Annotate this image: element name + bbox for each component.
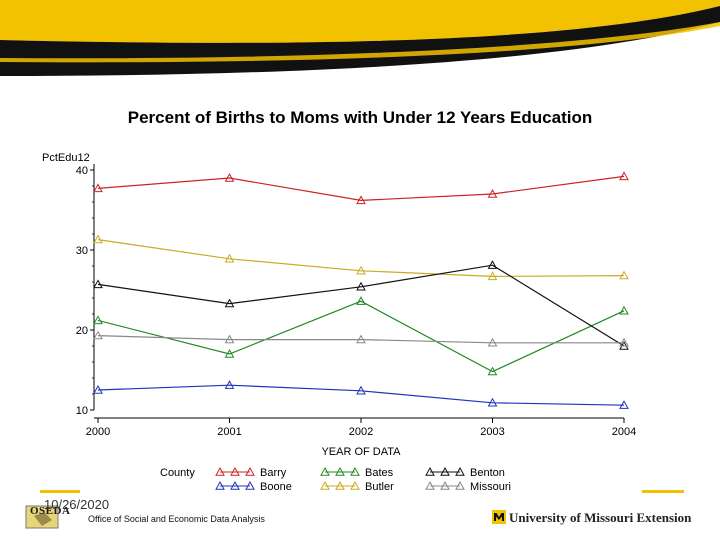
university-name: University of Missouri Extension <box>509 510 692 525</box>
legend-item-butler: Butler <box>320 480 394 493</box>
data-point-missouri <box>93 330 103 340</box>
data-point-bates <box>93 315 103 325</box>
legend-label-barry: Barry <box>260 467 287 479</box>
header-banner <box>0 0 720 76</box>
oseda-logo <box>25 505 59 529</box>
footer-gold-bar-left <box>40 490 80 493</box>
data-point-boone <box>487 397 498 407</box>
series-line-bates <box>97 300 625 373</box>
x-tick-label: 2003 <box>480 426 504 438</box>
banner-gold-stripe <box>0 22 720 63</box>
data-point-bates <box>487 366 498 376</box>
legend-marker <box>245 480 255 490</box>
data-point-boone <box>224 380 235 389</box>
legend-marker <box>350 480 360 490</box>
legend-label-benton: Benton <box>470 467 505 479</box>
chart-series <box>93 171 629 409</box>
y-tick-label: 40 <box>76 165 88 177</box>
y-axis-label: PctEdu12 <box>42 152 90 164</box>
x-tick-label: 2000 <box>86 426 110 438</box>
legend-marker <box>425 480 435 490</box>
x-tick-label: 2002 <box>349 426 373 438</box>
chart-title: Percent of Births to Moms with Under 12 … <box>127 108 593 127</box>
data-point-boone <box>619 400 629 409</box>
x-axis-label: YEAR OF DATA <box>321 446 401 458</box>
x-tick-label: 2001 <box>217 426 241 438</box>
legend-item-bates: Bates <box>320 466 394 479</box>
legend-item-barry: Barry <box>215 466 287 479</box>
footer-gold-bar-right <box>642 490 684 493</box>
data-point-benton <box>93 279 103 289</box>
series-line-barry <box>97 175 625 202</box>
chart-legend: County Barry Bates Benton Boone Butler Missour… <box>160 466 511 493</box>
data-point-benton <box>356 281 366 291</box>
mu-logo-icon <box>492 510 506 524</box>
data-point-boone <box>356 385 366 395</box>
data-point-barry <box>356 195 366 205</box>
banner-gold-wave <box>0 0 720 43</box>
legend-marker <box>455 466 465 476</box>
data-point-bates <box>356 296 366 305</box>
legend-item-benton: Benton <box>425 466 505 479</box>
x-tick-label: 2004 <box>612 426 636 438</box>
legend-marker <box>320 480 330 490</box>
legend-marker <box>245 466 255 476</box>
legend-marker <box>440 466 450 476</box>
series-bates <box>93 296 629 376</box>
legend-label-butler: Butler <box>365 481 394 493</box>
data-point-barry <box>93 183 103 193</box>
oseda-logo-text: OSEDA <box>30 505 71 517</box>
legend-title: County <box>160 467 195 479</box>
data-point-barry <box>224 172 235 182</box>
legend-marker <box>215 466 225 476</box>
data-point-bates <box>619 305 629 315</box>
legend-marker <box>440 480 450 490</box>
legend-item-missouri: Missouri <box>425 480 511 493</box>
legend-marker <box>230 480 240 490</box>
legend-item-boone: Boone <box>215 480 292 493</box>
series-line-missouri <box>97 335 624 344</box>
series-barry <box>93 171 629 205</box>
data-point-butler <box>619 270 629 280</box>
data-point-missouri <box>619 337 629 347</box>
data-point-missouri <box>224 334 235 344</box>
data-point-boone <box>93 384 103 394</box>
legend-marker <box>230 466 240 476</box>
line-chart: PctEdu12 10 20 30 40 2000 2001 2002 2003 2004 YEAR… <box>42 152 636 493</box>
legend-marker <box>350 466 360 476</box>
data-point-barry <box>619 171 629 181</box>
chart-axes: PctEdu12 10 20 30 40 2000 2001 2002 2003 2004 YEAR… <box>42 152 636 458</box>
data-point-missouri <box>356 334 366 344</box>
legend-marker <box>335 466 345 476</box>
y-tick-label: 30 <box>76 245 88 257</box>
data-point-benton <box>224 298 235 308</box>
data-point-bates <box>224 348 235 358</box>
series-line-butler <box>97 239 625 278</box>
series-boone <box>93 380 629 409</box>
series-benton <box>93 260 629 350</box>
data-point-butler <box>224 253 235 263</box>
series-missouri <box>93 330 629 347</box>
y-tick-label: 20 <box>76 325 88 337</box>
legend-marker <box>320 466 330 476</box>
legend-marker <box>215 480 225 490</box>
data-point-benton <box>487 260 498 269</box>
legend-marker <box>455 480 465 490</box>
legend-label-boone: Boone <box>260 481 292 493</box>
data-point-butler <box>93 234 103 244</box>
series-line-benton <box>97 264 625 347</box>
series-line-boone <box>97 384 625 406</box>
data-point-butler <box>356 265 366 275</box>
data-point-missouri <box>487 337 498 347</box>
series-butler <box>93 234 629 281</box>
footer-office-name: Office of Social and Economic Data Analy… <box>88 514 265 524</box>
legend-marker <box>335 480 345 490</box>
data-point-butler <box>487 271 498 281</box>
legend-label-missouri: Missouri <box>470 481 511 493</box>
footer-date: 10/26/2020 <box>44 497 110 512</box>
legend-marker <box>425 466 435 476</box>
y-tick-label: 10 <box>76 405 88 417</box>
legend-label-bates: Bates <box>365 467 394 479</box>
data-point-barry <box>487 188 498 198</box>
